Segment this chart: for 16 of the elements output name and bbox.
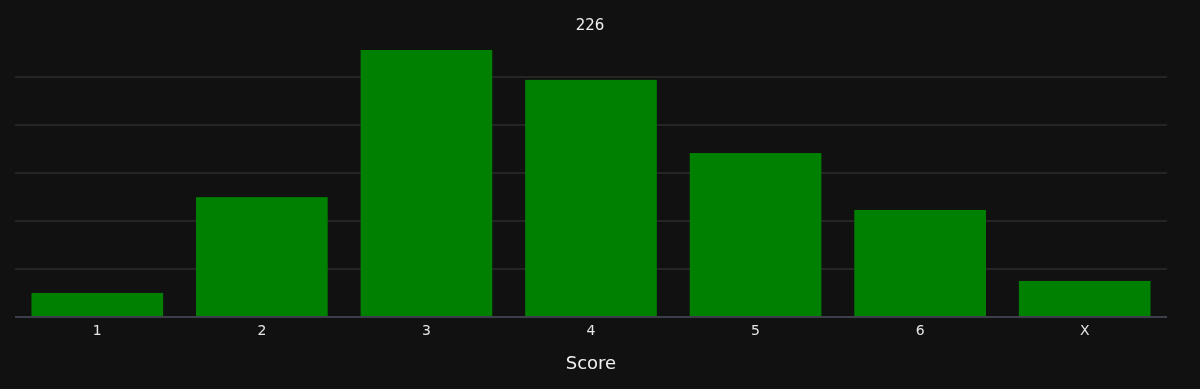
x-tick-label: 1 (92, 322, 102, 338)
x-tick-label: 4 (586, 322, 596, 338)
x-axis-title: Score (565, 352, 617, 373)
bar (854, 209, 986, 317)
x-tick-label: X (1079, 322, 1090, 338)
bar (1018, 280, 1151, 317)
bar (31, 292, 164, 317)
x-tick-label: 2 (257, 322, 267, 338)
chart-title: 226 (575, 16, 605, 34)
bar (689, 153, 822, 317)
x-tick-label: 6 (915, 322, 925, 338)
bar (360, 50, 493, 317)
bar (525, 79, 657, 317)
x-tick-label: 3 (421, 322, 431, 338)
x-tick-label: 5 (751, 322, 761, 338)
bar (196, 197, 328, 317)
